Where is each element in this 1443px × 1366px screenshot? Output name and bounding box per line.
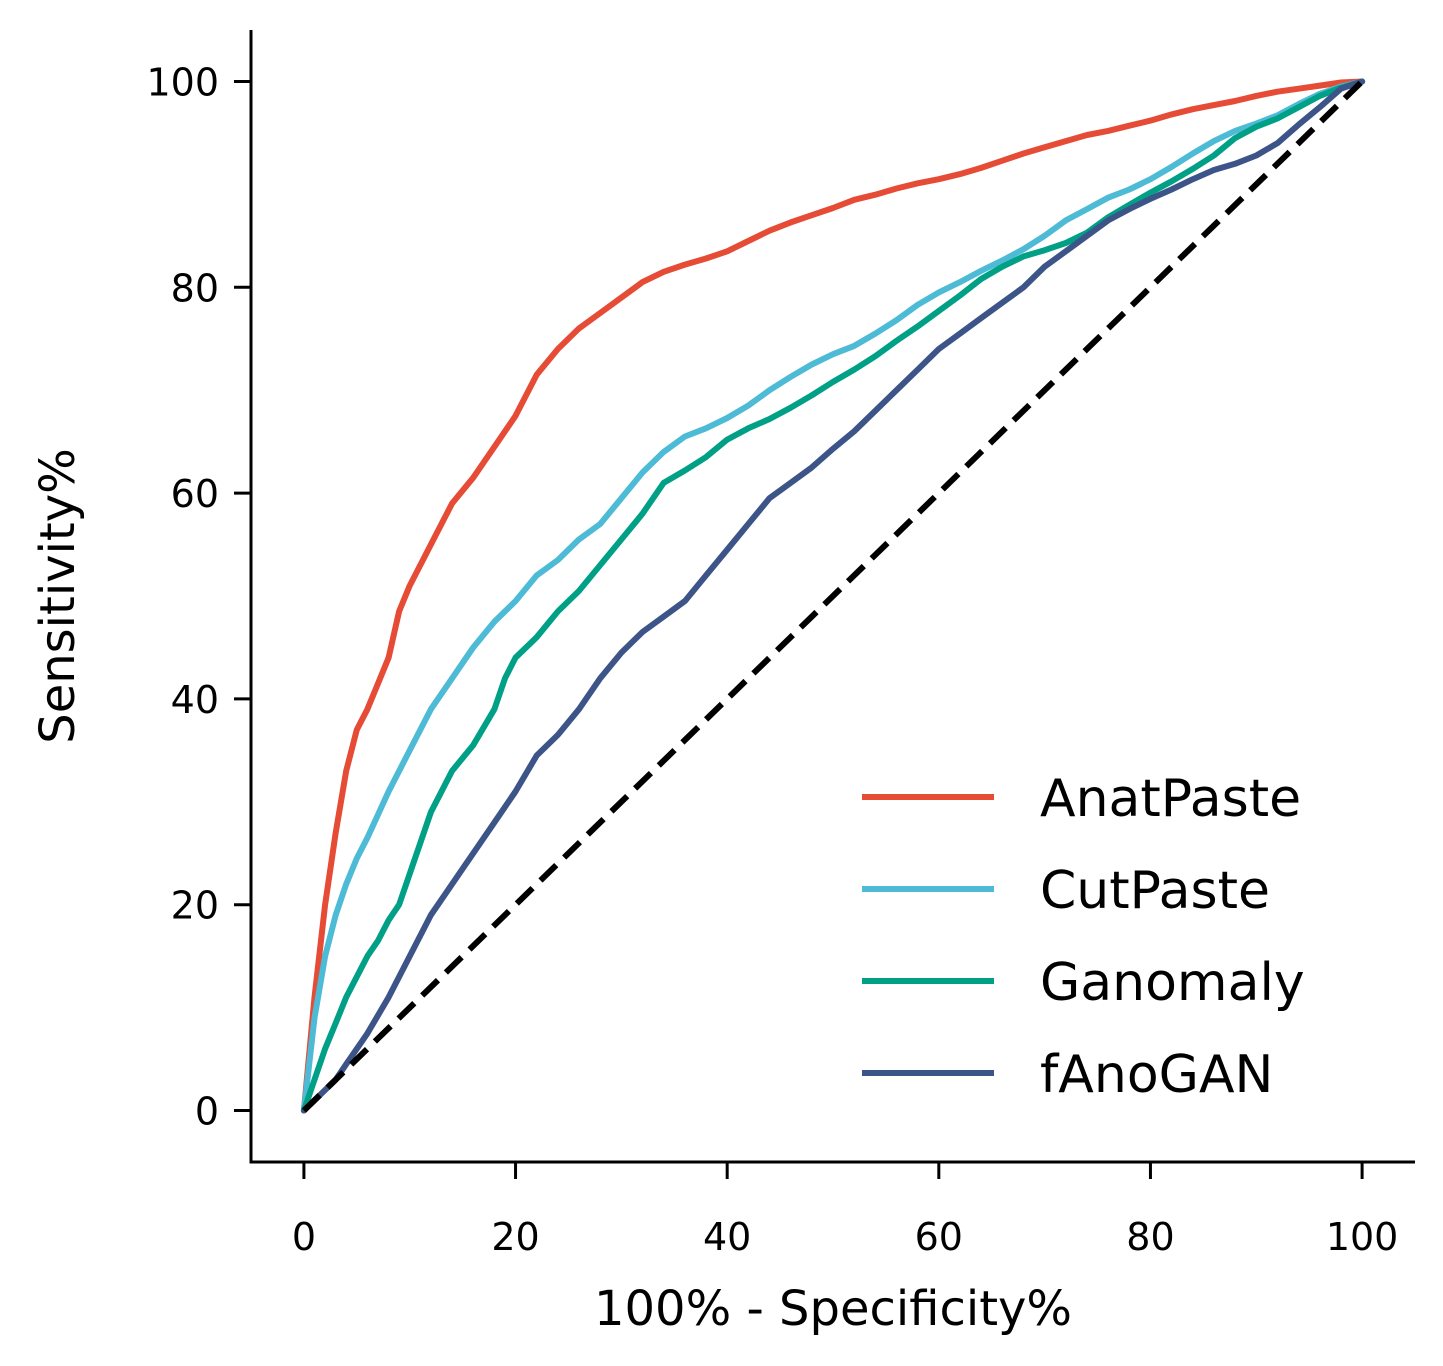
- y-tick-label: 60: [171, 472, 219, 516]
- legend-label-anatpaste: AnatPaste: [1040, 769, 1301, 829]
- x-tick-label: 40: [703, 1215, 751, 1259]
- series-layer: [300, 78, 1366, 1114]
- series-line-anatpaste: [300, 78, 1366, 1114]
- legend-label-ganomaly: Ganomaly: [1040, 953, 1305, 1013]
- x-tick-label: 0: [292, 1215, 316, 1259]
- chance-reference-line: [301, 79, 1365, 1113]
- x-axis-label: 100% - Specificity%: [594, 1281, 1072, 1337]
- y-tick-label: 40: [171, 678, 219, 722]
- x-tick-label: 100: [1326, 1215, 1399, 1259]
- legend-label-fanogan: fAnoGAN: [1040, 1045, 1273, 1105]
- y-tick-label: 80: [171, 266, 219, 310]
- legend-label-cutpaste: CutPaste: [1040, 861, 1270, 921]
- x-tick-label: 60: [915, 1215, 963, 1259]
- y-axis-label: Sensitivity%: [30, 448, 86, 744]
- series-line-fanogan: [300, 78, 1366, 1114]
- y-tick-label: 100: [146, 60, 219, 104]
- y-tick-label: 0: [195, 1090, 219, 1134]
- series-line-cutpaste: [300, 78, 1366, 1114]
- y-tick-label: 20: [171, 884, 219, 928]
- x-tick-label: 20: [491, 1215, 539, 1259]
- axes-layer: 0 20 40 60 80 100 0 20 40 60 80 100: [146, 30, 1415, 1259]
- x-tick-label: 80: [1126, 1215, 1174, 1259]
- series-line-ganomaly: [300, 78, 1366, 1114]
- legend: AnatPaste CutPaste Ganomaly fAnoGAN: [862, 769, 1305, 1105]
